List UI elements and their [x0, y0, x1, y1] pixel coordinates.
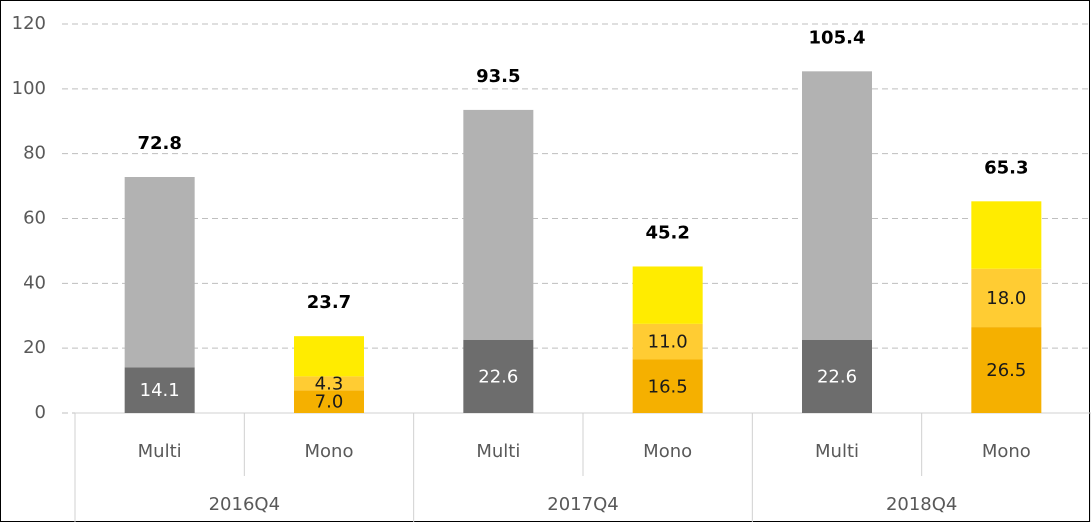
group-label: 2016Q4 — [209, 494, 280, 515]
bar-segment — [632, 266, 703, 324]
value-label: 11.0 — [648, 332, 688, 353]
value-label: 22.6 — [817, 366, 857, 387]
total-label: 105.4 — [809, 27, 866, 48]
bar-segment — [632, 323, 703, 360]
total-label: 65.3 — [984, 157, 1028, 178]
bar-segment — [463, 339, 534, 413]
y-tick-label: 40 — [23, 272, 46, 293]
bar-segment — [294, 390, 364, 413]
bar-segment — [971, 201, 1042, 269]
total-label: 72.8 — [137, 133, 181, 154]
total-label: 93.5 — [476, 66, 520, 87]
bar-segment — [971, 268, 1042, 328]
y-tick-label: 0 — [35, 402, 46, 423]
x-tick-label: Mono — [305, 441, 354, 462]
bar-segment — [802, 339, 872, 413]
y-tick-label: 100 — [12, 78, 46, 99]
value-label: 7.0 — [315, 392, 344, 413]
bar-segment — [124, 367, 195, 413]
bar-segment — [463, 109, 534, 340]
value-label: 4.3 — [315, 373, 344, 394]
y-tick-label: 120 — [12, 13, 46, 34]
value-label: 22.6 — [478, 366, 518, 387]
x-tick-label: Mono — [982, 441, 1031, 462]
y-tick-label: 60 — [23, 208, 46, 229]
total-label: 23.7 — [307, 292, 351, 313]
bar-segment — [294, 376, 364, 391]
bar-segment — [802, 71, 872, 340]
x-tick-label: Multi — [138, 441, 182, 462]
bar-segment — [124, 177, 195, 368]
group-label: 2018Q4 — [886, 494, 957, 515]
value-label: 16.5 — [648, 376, 688, 397]
x-tick-label: Mono — [643, 441, 692, 462]
value-label: 18.0 — [986, 288, 1026, 309]
bar-segment — [632, 359, 703, 413]
bar-segment — [294, 336, 364, 377]
group-label: 2017Q4 — [547, 494, 618, 515]
value-label: 26.5 — [986, 360, 1026, 381]
y-tick-label: 80 — [23, 143, 46, 164]
x-tick-label: Multi — [815, 441, 859, 462]
value-label: 14.1 — [140, 380, 180, 401]
y-tick-label: 20 — [23, 337, 46, 358]
total-label: 45.2 — [645, 222, 689, 243]
x-tick-label: Multi — [476, 441, 520, 462]
bar-segment — [971, 327, 1042, 413]
